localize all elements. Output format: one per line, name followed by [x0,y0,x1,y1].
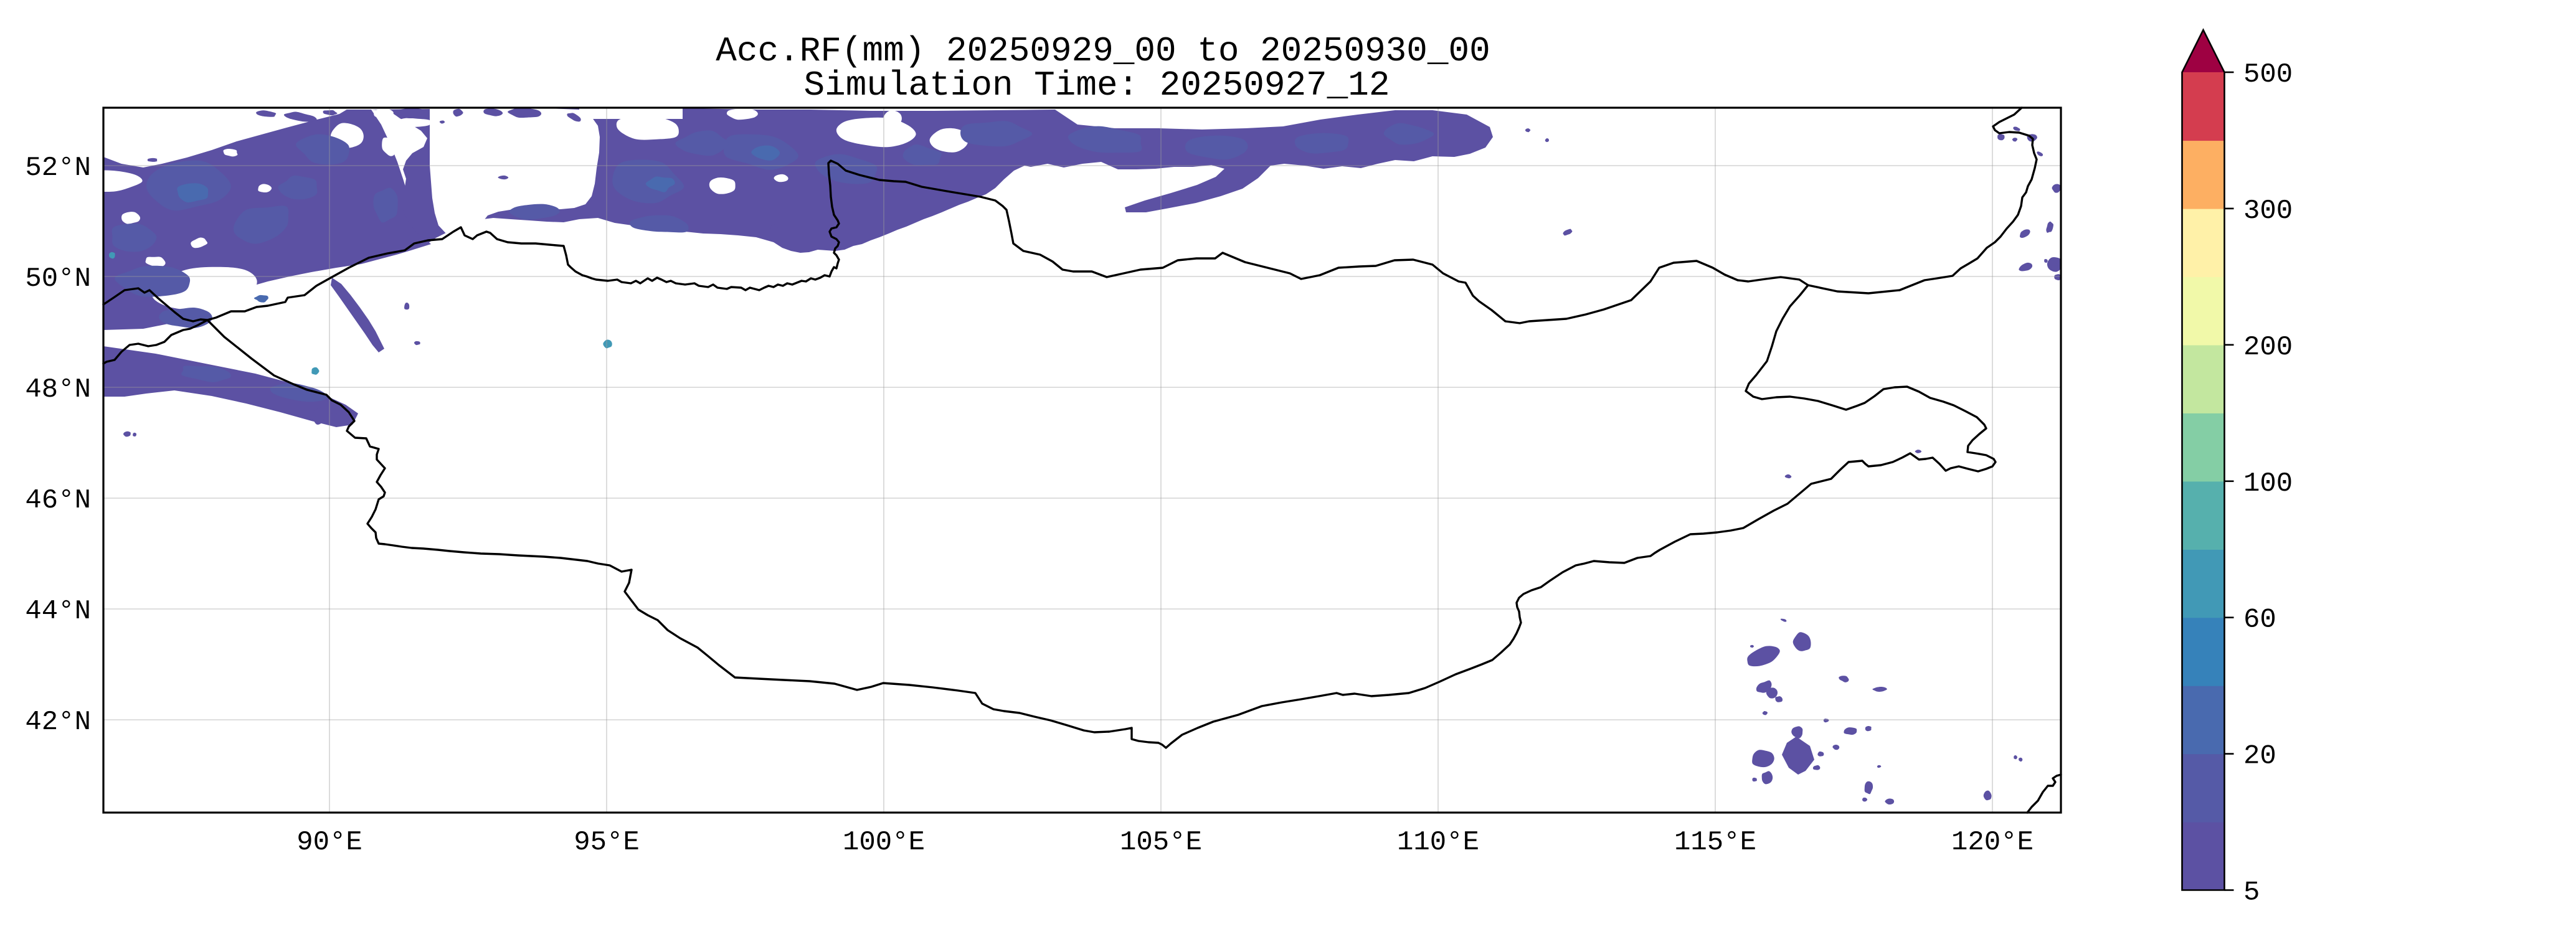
svg-text:110°E: 110°E [1397,827,1479,858]
svg-text:115°E: 115°E [1674,827,1756,858]
svg-text:500: 500 [2243,59,2293,90]
svg-text:48°N: 48°N [25,374,91,405]
svg-text:50°N: 50°N [25,263,91,295]
svg-text:120°E: 120°E [1951,827,2034,858]
svg-text:300: 300 [2243,196,2293,227]
svg-text:200: 200 [2243,332,2293,363]
svg-text:100°E: 100°E [843,827,925,858]
svg-text:90°E: 90°E [296,827,362,858]
svg-text:Simulation Time: 20250927_12: Simulation Time: 20250927_12 [804,65,1390,105]
svg-text:46°N: 46°N [25,485,91,516]
svg-text:20: 20 [2243,741,2276,772]
svg-text:44°N: 44°N [25,596,91,627]
svg-text:95°E: 95°E [574,827,640,858]
svg-text:52°N: 52°N [25,153,91,184]
svg-text:5: 5 [2243,877,2260,908]
svg-text:100: 100 [2243,468,2293,499]
svg-text:42°N: 42°N [25,707,91,738]
svg-text:Acc.RF(mm) 20250929_00 to 2025: Acc.RF(mm) 20250929_00 to 20250930_00 [716,31,1490,71]
svg-text:105°E: 105°E [1120,827,1202,858]
svg-text:60: 60 [2243,605,2276,636]
